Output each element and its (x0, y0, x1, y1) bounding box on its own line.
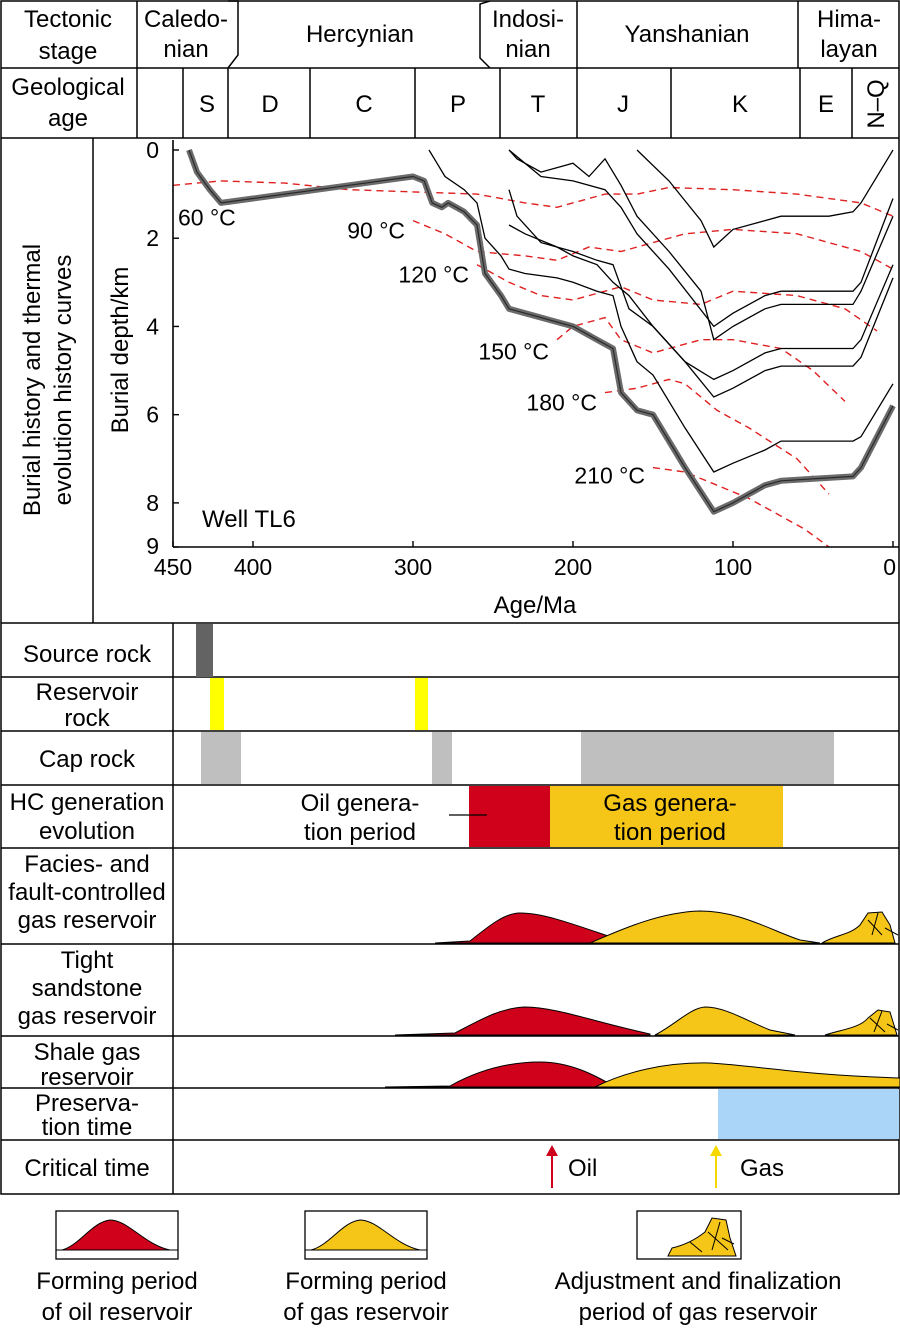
row-label-hc-generation: HC generation evolution (10, 789, 165, 845)
well-burial-curve (186, 148, 896, 515)
adjustment-icon (636, 1210, 742, 1260)
period-n-q: N–Q (863, 79, 890, 128)
x-tick-label: 200 (554, 554, 592, 580)
isotherm-label: 210 °C (574, 463, 645, 489)
x-axis-label: Age/Ma (494, 592, 577, 619)
period-j: J (617, 91, 629, 118)
y-tick-label: 0 (146, 137, 159, 163)
horizon-curve-3 (508, 224, 894, 381)
row-label-source-rock: Source rock (23, 641, 152, 668)
horizon-curve-6 (636, 149, 894, 249)
stage-himalayan: Hima-layan (817, 6, 881, 63)
cap-rock-bar-3 (581, 732, 834, 784)
period-e: E (818, 91, 834, 118)
row-label-shale-gas: Shale gas reservoir (34, 1039, 141, 1091)
y-tick-label: 2 (146, 225, 159, 251)
horizon-curve-4 (508, 149, 894, 341)
table-grid (0, 0, 900, 1195)
stage-hercynian: Hercynian (306, 21, 414, 48)
x-tick-label: 400 (234, 554, 272, 580)
period-d: D (261, 91, 278, 118)
isotherm-label: 90 °C (347, 218, 405, 244)
legend-adjustment-text: Adjustment and finalization period of gas… (555, 1268, 842, 1326)
y-tick-label: 6 (146, 402, 159, 428)
row-label-facies-reservoir: Facies- and fault-controlled gas reservoir (8, 851, 165, 934)
y-tick-label: 8 (146, 490, 159, 516)
well-annotation: Well TL6 (202, 506, 296, 533)
tight-oil-curve (394, 1006, 651, 1036)
tectonic-stage-label: Tectonic stage (24, 6, 112, 65)
y-tick-label: 4 (146, 313, 159, 339)
preservation-time-bar (718, 1089, 899, 1139)
critical-gas-marker (710, 1145, 722, 1188)
isotherm-label: 60 °C (178, 204, 236, 230)
period-t: T (531, 91, 546, 118)
isotherm-60c (173, 180, 894, 217)
row-label-reservoir-rock: Reservoir rock (36, 679, 139, 732)
oil-generation-bar (469, 786, 550, 847)
x-tick-label: 300 (394, 554, 432, 580)
isotherm-210c (652, 466, 830, 548)
stage-yanshanian: Yanshanian (625, 21, 750, 48)
shale-gas-curve (594, 1062, 900, 1088)
cap-rock-bar-2 (432, 732, 452, 784)
critical-oil-label: Oil (568, 1155, 597, 1182)
geological-age-label: Geological age (11, 74, 124, 132)
legend-gas-text: Forming period of gas reservoir (283, 1268, 448, 1326)
critical-gas-label: Gas (740, 1155, 784, 1182)
row-label-tight-sandstone: Tight sandstone gas reservoir (18, 947, 157, 1030)
isotherm-label: 120 °C (398, 262, 469, 288)
isotherm-label: 180 °C (526, 390, 597, 416)
facies-oil-curve (434, 912, 621, 944)
facies-gas-curve (589, 910, 821, 944)
gas-generation-label: Gas genera-tion period (603, 790, 736, 846)
isotherm-180c (604, 378, 830, 495)
critical-oil-marker (546, 1145, 558, 1188)
well-burial-curve-core (188, 149, 894, 513)
row-label-critical-time: Critical time (24, 1155, 149, 1182)
oil-reservoir-icon (55, 1210, 179, 1260)
tight-adjustment-curve (824, 1009, 898, 1036)
x-tick-label: 0 (883, 554, 896, 580)
cap-rock-bar-1 (201, 732, 241, 784)
source-rock-bar (196, 624, 213, 677)
period-k: K (732, 91, 748, 118)
oil-generation-label: Oil genera-tion period (301, 790, 420, 846)
burial-thermal-history-label: Burial history and thermal evolution hist… (19, 244, 77, 516)
reservoir-forming-curves (384, 910, 900, 1088)
period-p: P (450, 91, 466, 118)
isotherm-label: 150 °C (478, 339, 549, 365)
reservoir-bar-permian (415, 678, 428, 730)
stage-caledonian: Caledo-nian (144, 6, 228, 63)
y-tick-label: 9 (146, 533, 159, 559)
legend: Forming period of oil reservoir Forming p… (36, 1210, 842, 1326)
facies-adjustment-curve (820, 911, 896, 944)
y-axis-label: Burial depth/km (107, 267, 134, 434)
isotherm-120c (476, 264, 878, 332)
horizon-curve-5 (508, 149, 894, 328)
period-c: C (355, 91, 372, 118)
reservoir-bar-silurian (210, 678, 224, 730)
row-label-cap-rock: Cap rock (39, 746, 136, 773)
x-tick-label: 450 (154, 554, 192, 580)
isotherm-90c (412, 219, 894, 270)
tight-gas-curve (654, 1006, 796, 1036)
isotherm-150c (556, 316, 846, 402)
period-s: S (199, 91, 215, 118)
gas-generation-bar (550, 786, 783, 847)
stage-indosinian: Indosi-nian (492, 6, 564, 63)
row-label-preservation: Preserva-tion time (35, 1090, 139, 1141)
shale-oil-curve (384, 1061, 617, 1088)
legend-oil-text: Forming period of oil reservoir (36, 1268, 197, 1326)
gas-reservoir-icon (304, 1210, 428, 1260)
x-tick-label: 100 (714, 554, 752, 580)
horizon-curve-1 (428, 149, 894, 473)
